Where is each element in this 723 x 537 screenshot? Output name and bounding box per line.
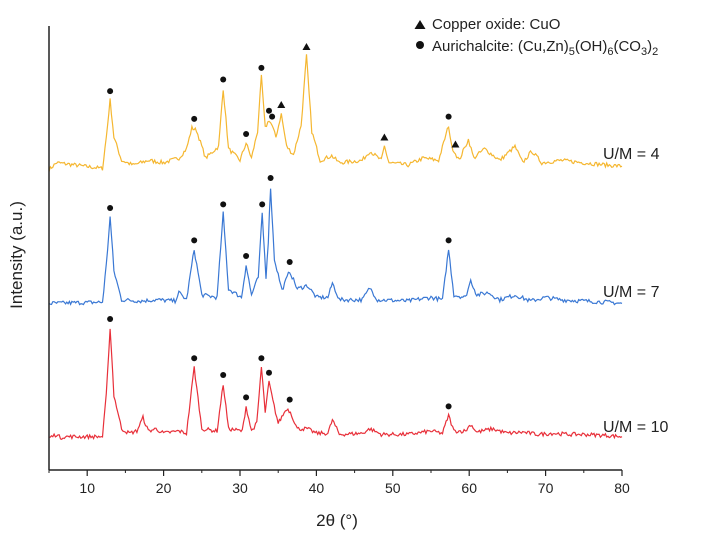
x-tick-label: 50 bbox=[385, 480, 401, 496]
peak-marker-circle bbox=[269, 113, 276, 120]
peak-marker-circle bbox=[286, 396, 293, 403]
peak-marker-triangle bbox=[277, 101, 286, 108]
peak-marker-circle bbox=[266, 107, 272, 114]
peak-marker-circle bbox=[220, 76, 227, 83]
legend-aurichalcite-main: Aurichalcite: (Cu,Zn) bbox=[432, 38, 569, 55]
peak-marker-circle bbox=[191, 237, 198, 244]
peak-marker-circle bbox=[243, 394, 250, 401]
series-label-1: U/M = 4 bbox=[603, 146, 660, 163]
y-axis-title: Intensity (a.u.) bbox=[7, 201, 26, 309]
peak-marker-triangle bbox=[302, 43, 311, 50]
axes: 10 20 30 40 50 60 70 80 bbox=[48, 26, 630, 496]
peak-marker-circle bbox=[259, 201, 266, 208]
peak-marker-circle bbox=[107, 88, 114, 95]
legend-oh: (OH) bbox=[575, 38, 608, 55]
peak-marker-circle bbox=[258, 64, 265, 71]
plot-area: U/M = 4 U/M = 7 U/M = 10 bbox=[48, 43, 668, 441]
series-label-3: U/M = 10 bbox=[603, 419, 668, 436]
series-line-2 bbox=[48, 188, 623, 306]
peak-marker-circle bbox=[107, 316, 114, 322]
legend-circle-marker bbox=[416, 41, 424, 49]
peak-marker-circle bbox=[220, 372, 227, 378]
series-line-3 bbox=[49, 328, 623, 441]
legend-sub-2: 2 bbox=[652, 46, 658, 58]
legend-entry-aurichalcite: Aurichalcite: (Cu,Zn)5(OH)6(CO3)2 bbox=[432, 38, 658, 58]
peak-marker-circle bbox=[191, 355, 198, 362]
peak-marker-circle bbox=[267, 175, 274, 181]
peak-marker-circle bbox=[243, 131, 250, 137]
peak-marker-circle bbox=[107, 205, 114, 211]
peak-marker-circle bbox=[445, 403, 452, 410]
peak-marker-triangle bbox=[380, 133, 389, 141]
x-tick-label: 70 bbox=[538, 480, 554, 496]
legend-co: (CO bbox=[613, 38, 641, 55]
legend-close: ) bbox=[647, 38, 652, 55]
legend-entry-cuo: Copper oxide: CuO bbox=[432, 16, 560, 33]
peak-marker-circle bbox=[243, 253, 250, 259]
peak-marker-circle bbox=[191, 115, 198, 122]
x-tick-label: 60 bbox=[461, 480, 477, 496]
x-tick-label: 30 bbox=[232, 480, 248, 496]
x-tick-label: 80 bbox=[614, 480, 630, 496]
peak-marker-circle bbox=[445, 237, 452, 244]
series-label-2: U/M = 7 bbox=[603, 284, 660, 301]
x-axis-title: 2θ (°) bbox=[316, 511, 358, 530]
legend-sub-6: 6 bbox=[607, 46, 613, 58]
peak-marker-circle bbox=[445, 113, 452, 120]
x-tick-label: 20 bbox=[156, 480, 172, 496]
peak-marker-circle bbox=[220, 201, 227, 208]
series-line-1 bbox=[48, 54, 623, 172]
x-tick-label: 40 bbox=[309, 480, 325, 496]
x-tick-label: 10 bbox=[79, 480, 95, 496]
peak-marker-circle bbox=[266, 369, 272, 376]
legend: Copper oxide: CuO Aurichalcite: (Cu,Zn)5… bbox=[414, 16, 658, 58]
peak-marker-circle bbox=[286, 259, 293, 265]
legend-triangle-marker bbox=[414, 20, 426, 29]
legend-sub-5: 5 bbox=[569, 46, 575, 58]
peak-marker-circle bbox=[258, 355, 265, 362]
legend-sub-3: 3 bbox=[641, 46, 647, 58]
peak-marker-triangle bbox=[451, 140, 460, 148]
